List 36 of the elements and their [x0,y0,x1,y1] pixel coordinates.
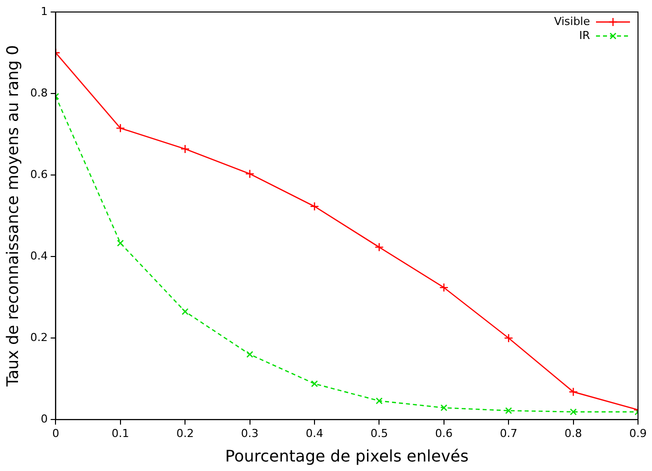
x-tick-label: 0.1 [112,427,130,440]
point [440,404,448,412]
x-tick-label: 0.2 [176,427,194,440]
point [245,169,254,178]
point [568,387,578,396]
x-tick-label: 0.5 [370,427,388,440]
point [376,397,383,404]
point [374,242,384,252]
point [505,407,512,414]
y-tick-label: 0 [40,412,48,426]
x-tick-label: 0.8 [564,427,582,440]
legend-label: Visible [554,14,590,28]
point [116,240,124,247]
point [504,333,514,343]
x-tick-label: 0.4 [306,427,324,440]
y-axis-title: Taux de reconnaissance moyens au rang 0 [2,45,22,388]
point [439,282,448,292]
y-tick-label: 0.2 [30,330,48,344]
x-tick-label: 0.6 [435,427,453,440]
point [310,202,320,212]
x-tick-label: 0 [52,427,60,440]
x-axis-title: Pourcentage de pixels enlevés [225,446,469,466]
point [116,124,125,133]
y-tick-label: 1 [40,4,48,18]
point [311,380,318,388]
y-tick-label: 0.6 [30,168,48,181]
point [246,350,254,358]
point [182,308,189,316]
x-tick-label: 0.7 [500,427,518,440]
x-tick-label: 0.3 [241,427,259,440]
x-tick-label: 0.9 [629,427,647,440]
y-tick-label: 0.4 [30,249,48,262]
point [570,408,577,416]
legend-label: IR [579,28,590,42]
point [180,144,190,154]
y-tick-label: 0.8 [30,86,48,100]
